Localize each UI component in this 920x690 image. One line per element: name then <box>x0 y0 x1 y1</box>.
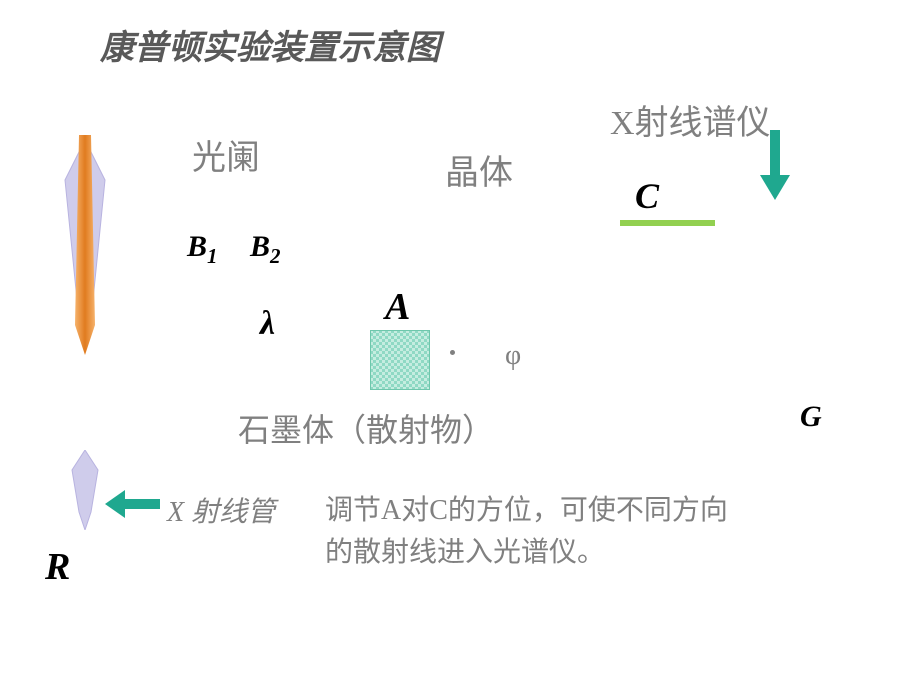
graphite-label: 石墨体（散射物） <box>238 405 494 451</box>
note-text: 调节A对C的方位，可使不同方向 的散射线进入光谱仪。 <box>325 490 728 574</box>
arrow-down-icon <box>760 130 790 200</box>
crystal-label: 晶体 <box>445 145 513 194</box>
label-C: C <box>635 175 659 217</box>
label-B1: B1 <box>187 230 218 269</box>
graphite-block <box>370 330 430 390</box>
label-lambda: λ <box>260 305 275 343</box>
label-B1-base: B <box>187 230 207 263</box>
label-B2-sub: 2 <box>270 244 281 268</box>
crystal-line <box>620 220 715 226</box>
label-B2-base: B <box>250 230 270 263</box>
label-G: G <box>800 400 822 434</box>
diagram-title: 康普顿实验装置示意图 <box>100 20 440 69</box>
arrow-left-icon <box>105 490 160 518</box>
label-B1-sub: 1 <box>207 244 218 268</box>
xray-tube-front-shape <box>75 135 95 355</box>
aperture-label: 光阑 <box>192 130 260 179</box>
label-B2: B2 <box>250 230 281 269</box>
xray-tube-small-shape <box>65 450 105 530</box>
spectrometer-label: X射线谱仪 <box>610 95 771 144</box>
xray-tube-label: X 射线管 <box>167 490 275 530</box>
label-A: A <box>385 285 410 329</box>
note-line1: 调节A对C的方位，可使不同方向 <box>325 490 728 532</box>
note-line2: 的散射线进入光谱仪。 <box>325 532 728 574</box>
center-dot <box>450 350 455 355</box>
label-phi: φ <box>505 340 521 372</box>
label-R: R <box>45 545 70 589</box>
